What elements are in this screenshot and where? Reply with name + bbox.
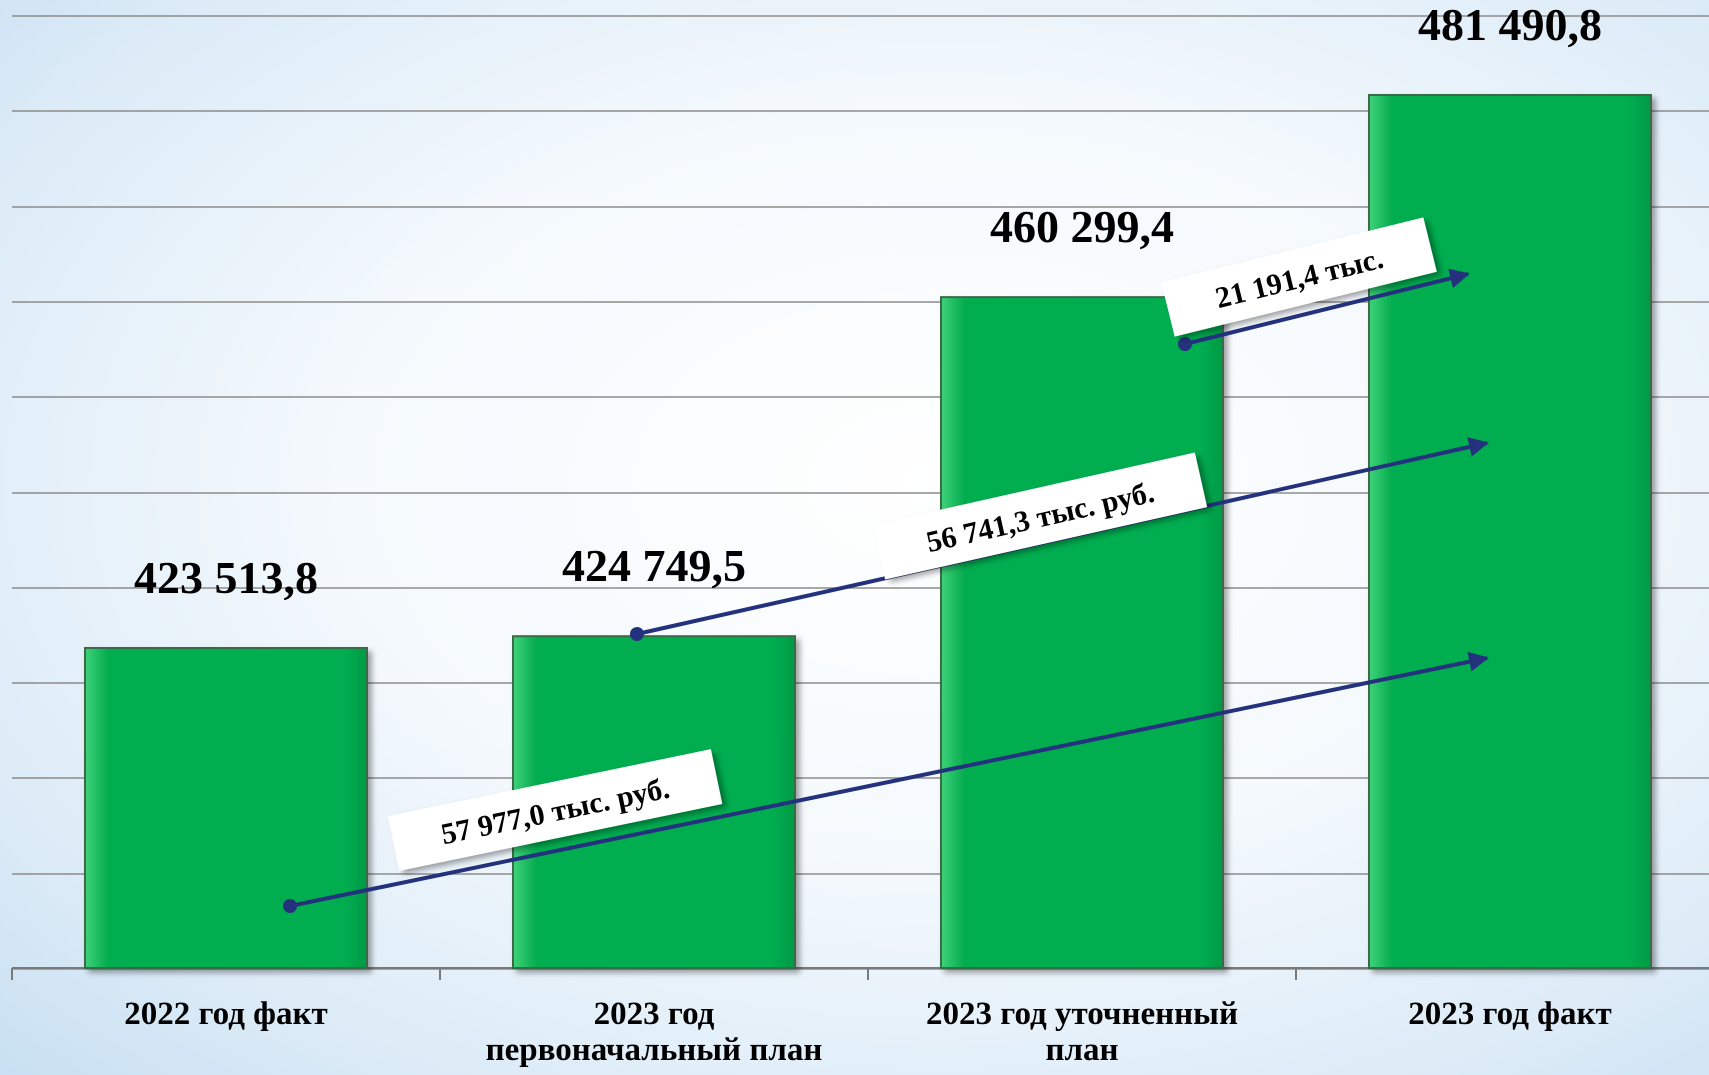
annotation-box — [387, 749, 723, 871]
annotation-box — [1161, 217, 1437, 337]
data-label: 481 490,8 — [1418, 0, 1602, 50]
arrow-line — [1184, 268, 1470, 346]
arrow-start-dot — [283, 899, 297, 913]
data-labels: 423 513,8 424 749,5 460 299,4 481 490,8 — [134, 0, 1602, 603]
annotation: 21 191,4 тыс. — [1161, 217, 1470, 351]
arrow-start-dot — [630, 627, 644, 641]
bar — [84, 647, 368, 969]
category-label: 2023 год факт — [1408, 996, 1612, 1032]
arrow-start-dot — [1178, 337, 1192, 351]
annotation-arrows: 57 977,0 тыс. руб.56 741,3 тыс. руб.21 1… — [283, 217, 1489, 913]
category-label: 2023 год уточненный план — [926, 996, 1238, 1068]
bar — [940, 296, 1224, 969]
arrow-line — [289, 651, 1489, 908]
category-label: 2022 год факт — [124, 996, 328, 1032]
data-label: 460 299,4 — [990, 201, 1174, 252]
category-label: 2023 год первоначальный план — [485, 996, 823, 1068]
annotation-box — [872, 452, 1208, 580]
data-label: 423 513,8 — [134, 552, 318, 603]
annotation: 56 741,3 тыс. руб. — [630, 437, 1489, 641]
data-label: 424 749,5 — [562, 540, 746, 591]
